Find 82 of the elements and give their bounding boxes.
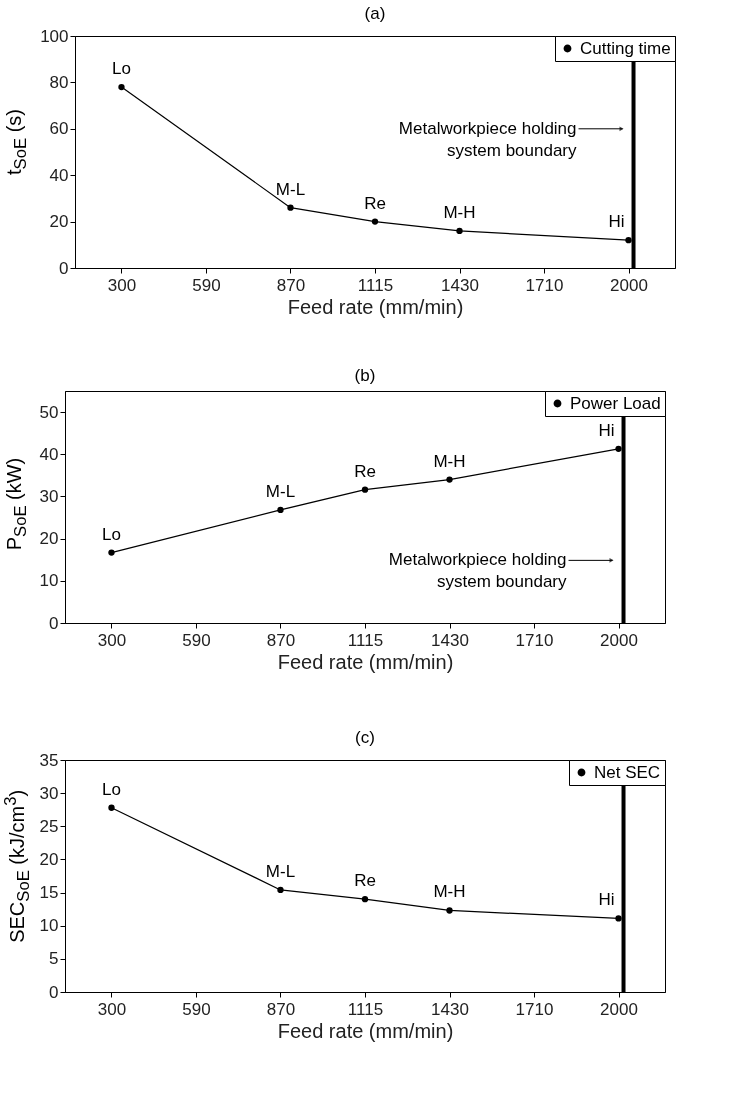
x-axis-title: Feed rate (mm/min) [277, 650, 454, 673]
point [287, 204, 294, 211]
annotation: M-H [433, 451, 466, 471]
annotation: Hi [598, 420, 615, 440]
point [361, 486, 369, 493]
y-tick-label: 20 [49, 212, 69, 232]
point [456, 227, 463, 235]
annotation: Re [354, 461, 376, 481]
y-tick-label: 40 [49, 165, 69, 185]
ref-line-label: Metalworkpiece holding system boundary [398, 118, 578, 160]
x-tick-label: 590 [182, 999, 211, 1019]
y-tick-label: 25 [39, 816, 59, 836]
point [625, 237, 632, 244]
x-tick-label: 1115 [347, 999, 384, 1019]
annotation: M-L [275, 179, 306, 199]
y-tick-label: 20 [39, 849, 59, 869]
y-tick-label: 50 [39, 402, 59, 422]
point [446, 476, 453, 483]
x-tick-label: 1430 [431, 999, 469, 1019]
annotation: Lo [112, 59, 131, 79]
point [615, 915, 622, 922]
x-tick-label: 1115 [357, 275, 394, 295]
annotation: Lo [102, 779, 121, 799]
point [277, 506, 284, 514]
y-tick-label: 100 [40, 26, 69, 46]
x-tick-label: 870 [266, 999, 296, 1019]
legend-label: Net SEC [594, 762, 661, 782]
x-tick-label: 1710 [515, 999, 554, 1019]
point [361, 896, 369, 903]
y-tick-label: 20 [39, 529, 59, 549]
point [371, 218, 379, 225]
x-tick-label: 300 [97, 999, 127, 1019]
annotation: M-H [433, 882, 466, 902]
x-tick-label: 590 [192, 275, 221, 295]
legend-label: Cutting time [580, 38, 671, 58]
x-tick-label: 300 [97, 630, 127, 650]
y-tick-label: 0 [59, 258, 69, 278]
ref-line-label: Metalworkpiece holding system boundary [388, 550, 568, 592]
y-tick-label: 5 [49, 949, 59, 969]
annotation: M-L [265, 861, 296, 881]
chart-title: (a) [364, 4, 386, 23]
annotation: Hi [598, 890, 615, 910]
y-tick-label: 80 [49, 72, 69, 92]
x-tick-label: 300 [107, 275, 137, 295]
point [108, 804, 115, 811]
x-tick-label: 1430 [441, 275, 479, 295]
point [118, 83, 125, 91]
x-tick-label: 2000 [600, 630, 638, 650]
annotation: M-L [265, 481, 296, 501]
x-tick-label: 2000 [610, 275, 648, 295]
x-tick-label: 590 [182, 630, 211, 650]
y-tick-label: 15 [39, 883, 59, 903]
x-tick-label: 1430 [431, 630, 469, 650]
x-axis-title: Feed rate (mm/min) [287, 295, 464, 318]
point [277, 886, 284, 894]
y-tick-label: 35 [39, 750, 59, 770]
annotation: Hi [608, 212, 625, 232]
y-tick-label: 60 [49, 119, 69, 139]
point [108, 549, 115, 556]
point [615, 445, 622, 452]
chart-title: (c) [355, 728, 375, 747]
point [446, 907, 453, 914]
annotation: M-H [443, 202, 476, 222]
annotation: Lo [102, 524, 121, 544]
x-axis-title: Feed rate (mm/min) [277, 1019, 454, 1042]
annotation: Re [354, 871, 376, 891]
y-tick-label: 30 [39, 486, 59, 506]
y-tick-label: 0 [49, 982, 59, 1002]
y-tick-label: 0 [49, 613, 59, 633]
y-tick-label: 30 [39, 783, 59, 803]
y-tick-label: 10 [39, 916, 59, 936]
chart-title: (b) [354, 366, 376, 385]
x-tick-label: 870 [266, 630, 296, 650]
x-tick-label: 870 [276, 275, 306, 295]
y-tick-label: 40 [39, 444, 59, 464]
x-tick-label: 2000 [600, 999, 638, 1019]
legend-label: Power Load [570, 393, 661, 413]
x-tick-label: 1115 [347, 630, 384, 650]
y-tick-label: 10 [39, 571, 59, 591]
annotation: Re [364, 193, 386, 213]
x-tick-label: 1710 [515, 630, 554, 650]
x-tick-label: 1710 [525, 275, 564, 295]
